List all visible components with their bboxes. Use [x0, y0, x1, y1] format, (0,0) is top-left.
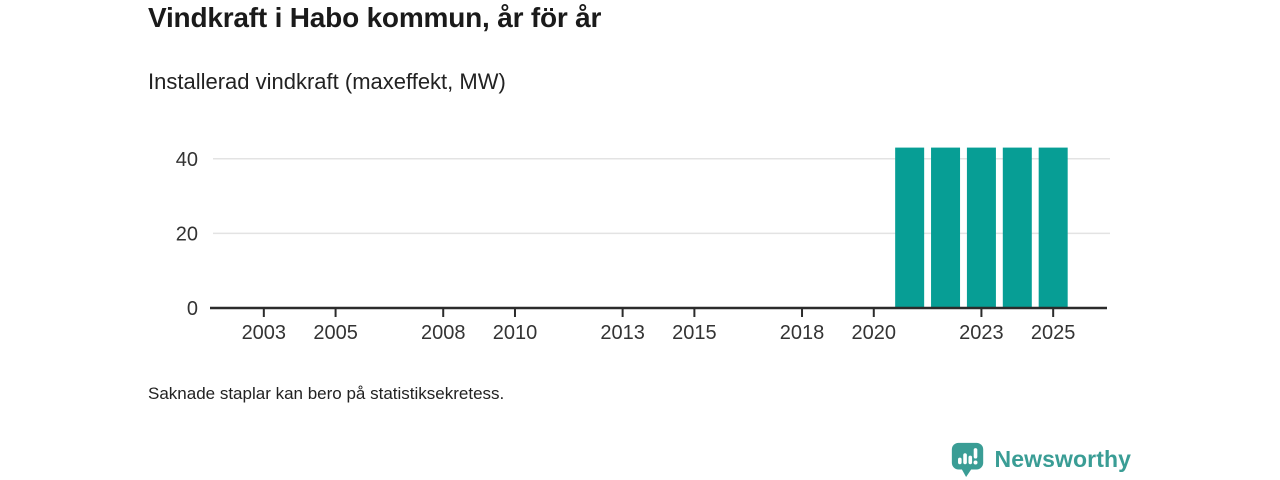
bar-2025 [1038, 147, 1068, 308]
x-tick-label-2008: 2008 [421, 322, 466, 344]
brand-logo: Newsworthy [949, 440, 1131, 478]
brand-name: Newsworthy [994, 445, 1131, 472]
x-tick-label-2003: 2003 [242, 322, 287, 344]
y-tick-label-40: 40 [176, 149, 198, 171]
bar-2024 [1002, 147, 1032, 308]
chart-footnote: Saknade staplar kan bero på statistiksek… [148, 384, 505, 403]
x-tick-label-2023: 2023 [959, 322, 1004, 344]
y-tick-label-0: 0 [187, 298, 198, 320]
y-tick-label-20: 20 [176, 223, 198, 245]
x-tick-label-2005: 2005 [313, 322, 358, 344]
x-tick-label-2025: 2025 [1031, 322, 1076, 344]
bar-2023 [966, 147, 996, 308]
chart-subtitle: Installerad vindkraft (maxeffekt, MW) [148, 69, 506, 94]
newsworthy-chart-pin-icon [951, 442, 983, 478]
x-tick-label-2015: 2015 [672, 322, 717, 344]
x-tick-label-2020: 2020 [852, 322, 897, 344]
chart-title: Vindkraft i Habo kommun, år för år [148, 2, 602, 33]
x-tick-label-2013: 2013 [600, 322, 645, 344]
x-tick-label-2018: 2018 [780, 322, 825, 344]
bar-2021 [895, 147, 925, 308]
bar-2022 [931, 147, 961, 308]
x-tick-label-2010: 2010 [493, 322, 538, 344]
